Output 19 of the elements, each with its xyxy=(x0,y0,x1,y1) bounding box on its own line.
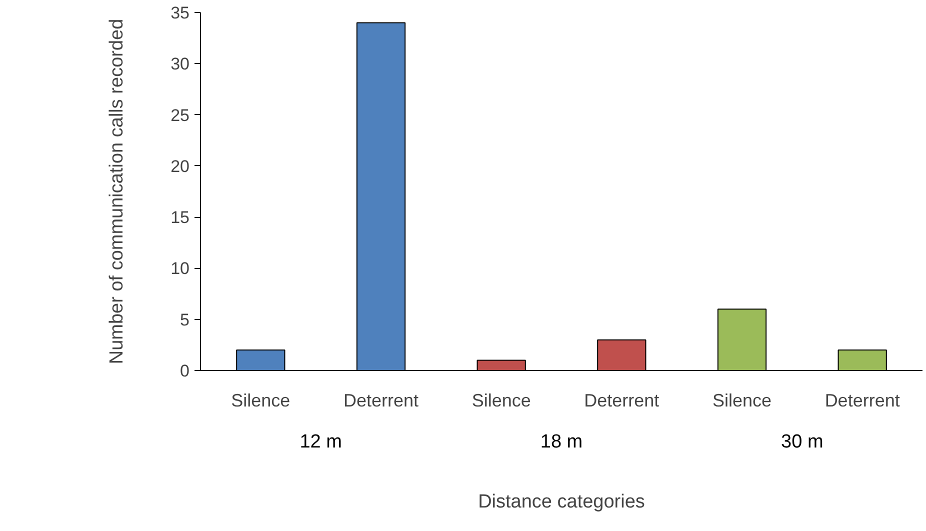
y-tick-label: 35 xyxy=(170,4,190,22)
y-tick-label: 30 xyxy=(170,54,190,74)
y-tick-label: 5 xyxy=(180,310,190,330)
y-axis-title: Number of communication calls recorded xyxy=(106,18,128,364)
text: 18 m xyxy=(540,432,583,452)
x-tick-label: Silence xyxy=(472,390,531,410)
x-tick-label: Silence xyxy=(712,390,772,410)
x-tick-label: Silence xyxy=(231,390,290,410)
y-tick-label: 25 xyxy=(170,106,190,125)
x-tick-label: Deterrent xyxy=(343,390,419,410)
x-tick-label: Deterrent xyxy=(584,390,660,410)
y-tick-label: 10 xyxy=(170,259,190,278)
x-tick-label: Deterrent xyxy=(824,390,900,410)
y-tick-label: 0 xyxy=(180,362,190,380)
y-tick-label: 15 xyxy=(170,208,190,228)
y-tick-label: 20 xyxy=(170,156,190,176)
text: 12 m xyxy=(300,432,342,452)
text: 30 m xyxy=(781,432,824,452)
x-axis-title: Distance categories xyxy=(478,492,645,512)
